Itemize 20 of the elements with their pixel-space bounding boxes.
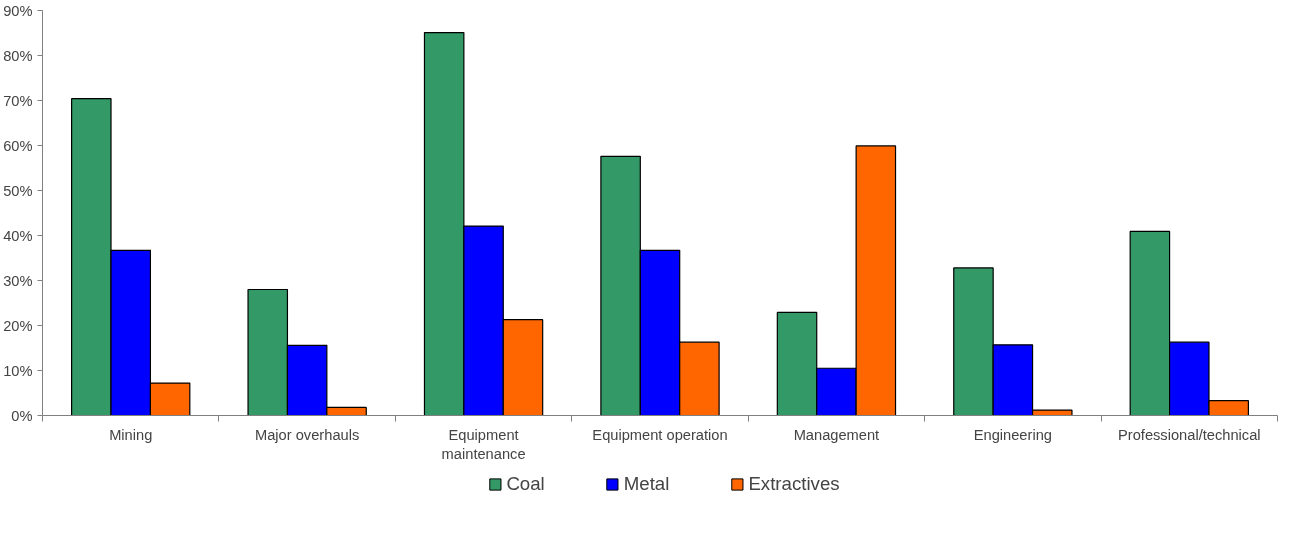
y-tick-label: 20%	[3, 317, 33, 334]
y-tick-label: 60%	[3, 137, 33, 154]
y-tick-label: 70%	[3, 92, 33, 109]
x-tick-label: Professional/technical	[1118, 426, 1261, 443]
legend-label: Metal	[623, 473, 670, 495]
x-tick-label: Management	[793, 426, 880, 443]
x-tick-label: Major overhauls	[255, 426, 360, 443]
x-tick-label: Equipment maintenance	[441, 426, 526, 462]
x-tick-label: Engineering	[973, 426, 1052, 443]
y-tick-label: 0%	[11, 407, 33, 424]
y-tick-label: 40%	[3, 227, 33, 244]
legend-label: Coal	[506, 473, 545, 495]
x-tick-label: Equipment operation	[592, 426, 728, 443]
y-tick-label: 80%	[3, 47, 33, 64]
y-tick-label: 50%	[3, 182, 33, 199]
y-tick-label: 30%	[3, 272, 33, 289]
x-tick-label: Mining	[109, 426, 153, 443]
legend-label: Extractives	[748, 473, 840, 495]
y-tick-label: 10%	[3, 362, 33, 379]
y-tick-label: 90%	[3, 2, 33, 19]
